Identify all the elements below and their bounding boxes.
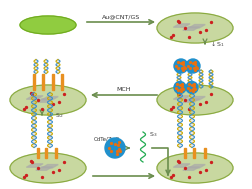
Bar (54, 147, 57, 157)
Ellipse shape (10, 153, 86, 183)
Bar (52, 74, 54, 90)
Circle shape (105, 138, 124, 158)
Polygon shape (41, 97, 58, 100)
Polygon shape (182, 167, 199, 170)
Polygon shape (173, 24, 189, 27)
Ellipse shape (156, 13, 232, 43)
Polygon shape (182, 99, 199, 102)
Ellipse shape (10, 85, 86, 115)
Bar (45, 147, 47, 157)
Circle shape (185, 59, 199, 73)
Bar (192, 147, 195, 157)
Circle shape (173, 59, 187, 73)
Text: CdTe/ZnO: CdTe/ZnO (93, 136, 120, 142)
Circle shape (173, 81, 185, 94)
Polygon shape (41, 165, 58, 168)
Ellipse shape (20, 16, 76, 34)
Text: Au@CNT/GS: Au@CNT/GS (102, 14, 140, 19)
Bar (37, 147, 39, 157)
Text: $\downarrow$S$_1$: $\downarrow$S$_1$ (208, 39, 224, 49)
Bar (33, 74, 35, 90)
Polygon shape (26, 96, 43, 99)
Polygon shape (173, 164, 189, 167)
Bar (60, 74, 63, 90)
Polygon shape (36, 167, 52, 170)
Bar (42, 74, 44, 90)
Ellipse shape (156, 85, 232, 115)
Text: MCH: MCH (116, 87, 131, 92)
Polygon shape (26, 164, 43, 167)
Ellipse shape (156, 153, 232, 183)
Polygon shape (188, 165, 204, 168)
Text: S$_3$: S$_3$ (148, 131, 157, 139)
Polygon shape (188, 25, 204, 28)
Bar (203, 147, 205, 157)
Bar (183, 147, 185, 157)
Polygon shape (182, 27, 199, 30)
Text: $\downarrow$ S$_2$: $\downarrow$ S$_2$ (46, 110, 64, 120)
Polygon shape (188, 97, 204, 100)
Circle shape (185, 81, 197, 94)
Polygon shape (173, 96, 189, 99)
Polygon shape (36, 99, 52, 102)
